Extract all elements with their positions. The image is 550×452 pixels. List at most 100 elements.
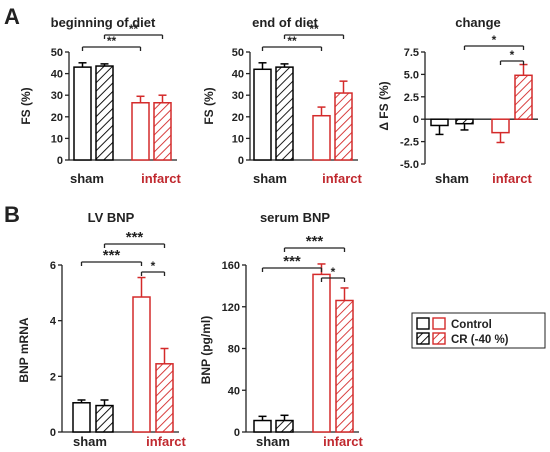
charts: beginning of diet FS (%) 0 10 20 30 40 50 sham in… bbox=[17, 15, 538, 449]
panel-letter-a: A bbox=[4, 4, 20, 29]
legend-swatch-cr-sham bbox=[416, 332, 430, 345]
bar-infarct-control bbox=[312, 114, 331, 161]
significance-label: *** bbox=[283, 253, 301, 270]
group-label-infarct: infarct bbox=[322, 171, 362, 186]
significance-bracket: *** bbox=[283, 233, 346, 252]
group-label-sham: sham bbox=[70, 171, 104, 186]
y-tick-label: 40 bbox=[51, 69, 63, 81]
bar-infarct-cr bbox=[153, 102, 172, 161]
bar-sham-cr bbox=[275, 419, 294, 433]
group-label-sham: sham bbox=[253, 171, 287, 186]
legend-swatch-cr-infarct bbox=[432, 332, 446, 345]
significance-label: *** bbox=[306, 233, 324, 250]
bar-infarct-control bbox=[491, 118, 510, 134]
y-tick-label: -2.5 bbox=[400, 137, 419, 149]
significance-bracket: * bbox=[320, 265, 346, 282]
y-tick-label: 50 bbox=[51, 47, 63, 59]
significance-bracket: ** bbox=[81, 34, 142, 51]
legend-swatch-control-sham bbox=[416, 317, 430, 330]
y-tick-label: 80 bbox=[228, 344, 240, 356]
group-label-infarct: infarct bbox=[492, 171, 532, 186]
significance-bracket: *** bbox=[103, 229, 166, 248]
y-axis-label: Δ FS (%) bbox=[377, 81, 391, 130]
legend-swatch-control-infarct bbox=[432, 317, 446, 330]
bar-sham-control bbox=[253, 419, 272, 433]
chart-title: serum BNP bbox=[260, 210, 330, 225]
y-tick-label: 7.5 bbox=[404, 47, 419, 59]
y-tick-label: 20 bbox=[232, 112, 244, 124]
bar-sham-control bbox=[253, 68, 272, 161]
y-axis-label: BNP (pg/ml) bbox=[199, 316, 213, 384]
bar-infarct-control bbox=[312, 273, 331, 433]
chart-3: change Δ FS (%) -5.0 -2.5 0 2.5 5.0 7.5 sham infa… bbox=[377, 15, 538, 186]
group-label-infarct: infarct bbox=[323, 434, 363, 449]
significance-label: * bbox=[510, 48, 515, 62]
bar-infarct-cr bbox=[334, 92, 353, 161]
significance-label: ** bbox=[287, 34, 297, 48]
chart-2: end of diet FS (%) 0 10 20 30 40 50 sham infarct *… bbox=[202, 15, 363, 186]
significance-label: *** bbox=[103, 247, 121, 264]
y-tick-label: -5.0 bbox=[400, 159, 419, 171]
y-tick-label: 40 bbox=[232, 69, 244, 81]
bar-sham-cr bbox=[455, 118, 474, 125]
y-tick-label: 30 bbox=[51, 90, 63, 102]
y-tick-label: 2.5 bbox=[404, 92, 419, 104]
group-label-infarct: infarct bbox=[141, 171, 181, 186]
bar-infarct-control bbox=[131, 102, 150, 161]
bar-infarct-cr bbox=[514, 74, 533, 120]
y-tick-label: 30 bbox=[232, 90, 244, 102]
bar-sham-control bbox=[73, 66, 92, 161]
y-tick-label: 0 bbox=[50, 427, 56, 439]
y-tick-label: 10 bbox=[51, 133, 63, 145]
significance-bracket: ** bbox=[103, 22, 164, 39]
legend: Control CR (-40 %) bbox=[411, 312, 546, 349]
y-tick-label: 50 bbox=[232, 47, 244, 59]
group-label-sham: sham bbox=[256, 434, 290, 449]
y-tick-label: 5.0 bbox=[404, 69, 419, 81]
y-axis-label: BNP mRNA bbox=[17, 317, 31, 382]
chart-title: LV BNP bbox=[88, 210, 135, 225]
significance-bracket: * bbox=[140, 259, 166, 276]
chart-1: beginning of diet FS (%) 0 10 20 30 40 50 sham in… bbox=[19, 15, 182, 186]
chart-title: change bbox=[455, 15, 501, 30]
y-tick-label: 0 bbox=[413, 114, 419, 126]
bar-sham-cr bbox=[275, 66, 294, 161]
significance-bracket: * bbox=[463, 33, 525, 50]
significance-label: ** bbox=[129, 22, 139, 36]
y-axis-label: FS (%) bbox=[19, 87, 33, 124]
significance-bracket: *** bbox=[80, 247, 143, 266]
significance-label: ** bbox=[107, 34, 117, 48]
significance-label: * bbox=[151, 259, 156, 273]
significance-label: ** bbox=[309, 22, 319, 36]
y-tick-label: 0 bbox=[234, 427, 240, 439]
significance-bracket: ** bbox=[261, 34, 323, 51]
y-axis-label: FS (%) bbox=[202, 87, 216, 124]
bar-sham-cr bbox=[95, 65, 114, 161]
y-tick-label: 10 bbox=[232, 133, 244, 145]
significance-bracket: ** bbox=[283, 22, 345, 39]
bar-sham-control bbox=[430, 118, 449, 127]
significance-label: * bbox=[331, 265, 336, 279]
significance-label: *** bbox=[126, 229, 144, 246]
y-tick-label: 120 bbox=[222, 302, 240, 314]
y-tick-label: 0 bbox=[238, 155, 244, 167]
panel-letter-b: B bbox=[4, 202, 20, 227]
significance-bracket: * bbox=[499, 48, 525, 65]
bar-sham-control bbox=[72, 402, 91, 433]
bar-infarct-cr bbox=[335, 299, 354, 433]
group-label-infarct: infarct bbox=[146, 434, 186, 449]
chart-5: serum BNP BNP (pg/ml) 0 40 80 120 160 sham infar… bbox=[199, 210, 364, 449]
y-tick-label: 6 bbox=[50, 260, 56, 272]
chart-title: beginning of diet bbox=[51, 15, 156, 30]
legend-label-control: Control bbox=[451, 319, 492, 331]
bar-infarct-cr bbox=[155, 363, 174, 433]
y-tick-label: 20 bbox=[51, 112, 63, 124]
y-tick-label: 160 bbox=[222, 260, 240, 272]
significance-label: * bbox=[492, 33, 497, 47]
y-tick-label: 40 bbox=[228, 385, 240, 397]
group-label-sham: sham bbox=[73, 434, 107, 449]
significance-bracket: *** bbox=[261, 253, 323, 272]
group-label-sham: sham bbox=[435, 171, 469, 186]
